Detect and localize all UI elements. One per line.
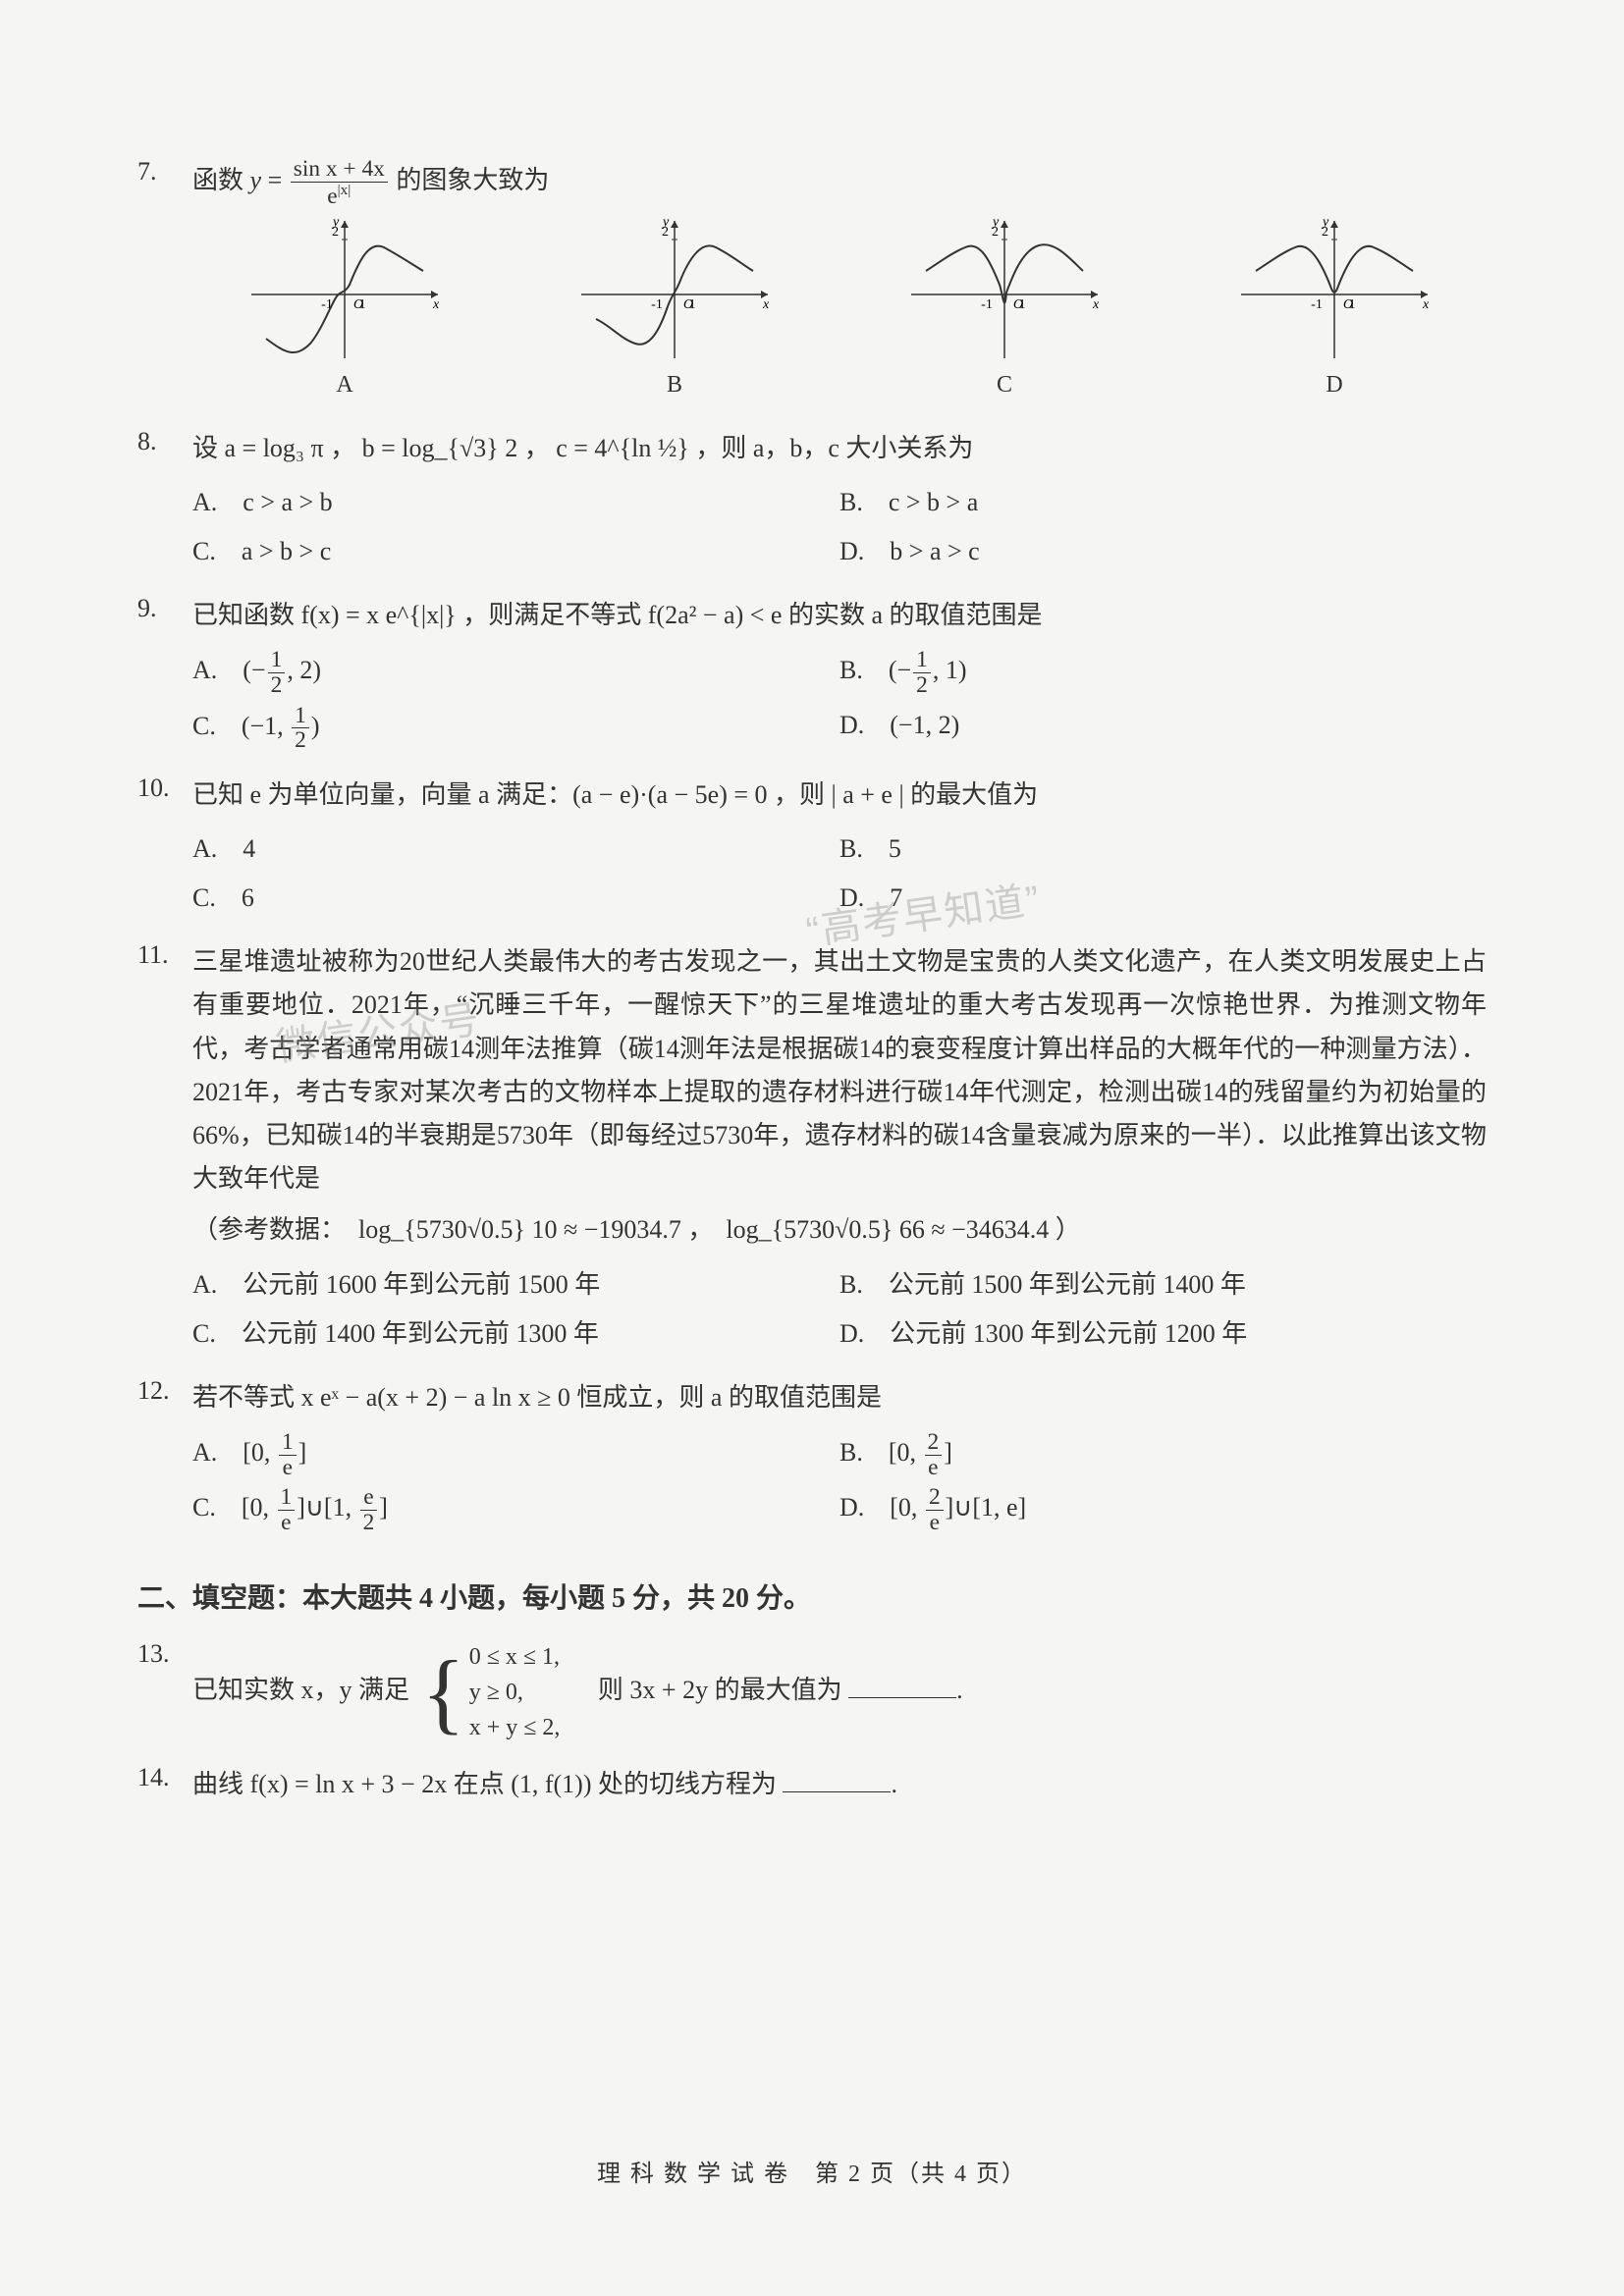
q13-system: { 0 ≤ x ≤ 1, y ≥ 0, x + y ≤ 2, (422, 1639, 561, 1745)
q14-stem: 曲线 f(x) = ln x + 3 − 2x 在点 (1, f(1)) 处的切… (192, 1770, 777, 1798)
q7-graph-D: 2 -1 1 O x y D (1182, 216, 1487, 405)
question-14: 14. 曲线 f(x) = ln x + 3 − 2x 在点 (1, f(1))… (137, 1763, 1487, 1806)
question-8: 8. 设 a = log₃ π ， b = log_{√3} 2 ， c = 4… (137, 427, 1487, 577)
q11-opt-C: C. 公元前 1400 年到公元前 1300 年 (192, 1309, 839, 1359)
svg-text:y: y (331, 216, 340, 230)
q11-opt-A: A. 公元前 1600 年到公元前 1500 年 (192, 1260, 839, 1309)
q9-number: 9. (137, 594, 192, 623)
q11-number: 11. (137, 940, 192, 970)
q7-stem: 函数 y = sin x + 4x e|x| 的图象大致为 (192, 157, 1487, 208)
svg-text:x: x (432, 297, 440, 312)
q7-graph-C: 2 -1 1 O x y C (852, 216, 1157, 405)
q13-body: 已知实数 x，y 满足 { 0 ≤ x ≤ 1, y ≥ 0, x + y ≤ … (192, 1639, 1487, 1745)
q12-opt-B: B. [0, 2e] (839, 1427, 1487, 1482)
q9-opt-D: D. (−1, 2) (839, 701, 1487, 756)
q13-line3: x + y ≤ 2, (469, 1710, 561, 1745)
q12-stem: 若不等式 x eˣ − a(x + 2) − a ln x ≥ 0 恒成立，则 … (192, 1376, 1487, 1419)
q10-opt-D: D. 7 (839, 874, 1487, 923)
q9-opt-C: C. (−1, 12) (192, 701, 839, 756)
q7-label-B: B (522, 365, 827, 405)
q8-number: 8. (137, 427, 192, 456)
q9-opt-B: B. (−12, 1) (839, 645, 1487, 700)
q10-opt-A: A. 4 (192, 825, 839, 874)
svg-text:x: x (762, 297, 770, 312)
q7-stem-suffix: 的图象大致为 (396, 166, 549, 194)
svg-text:x: x (1092, 297, 1100, 312)
q11-ref: （参考数据： log_{5730√0.5} 10 ≈ −19034.7 ， lo… (192, 1208, 1487, 1252)
svg-text:y: y (991, 216, 1000, 230)
svg-text:-1: -1 (981, 297, 993, 312)
svg-text:O: O (683, 297, 693, 312)
question-9: 9. 已知函数 f(x) = x e^{|x|} ，则满足不等式 f(2a² −… (137, 594, 1487, 755)
q12-opt-C: C. [0, 1e]∪[1, e2] (192, 1482, 839, 1537)
q11-opt-D: D. 公元前 1300 年到公元前 1200 年 (839, 1309, 1487, 1359)
q12-opt-D: D. [0, 2e]∪[1, e] (839, 1482, 1487, 1537)
question-10: 10. 已知 e 为单位向量，向量 a 满足：(a − e)·(a − 5e) … (137, 774, 1487, 924)
svg-text:y: y (1321, 216, 1329, 230)
q9-options: A. (−12, 2) B. (−12, 1) C. (−1, 12) D. (… (192, 645, 1487, 755)
q13-pre: 已知实数 x，y 满足 (192, 1676, 416, 1704)
q10-opt-C: C. 6 (192, 874, 839, 923)
question-7: 7. 函数 y = sin x + 4x e|x| 的图象大致为 2 -1 (137, 157, 1487, 409)
q8-opt-D: D. b > a > c (839, 527, 1487, 576)
q7-number: 7. (137, 157, 192, 187)
q7-graph-row: 2 -1 1 O x y A 2 (192, 216, 1487, 405)
q8-opt-B: B. c > b > a (839, 478, 1487, 527)
q13-number: 13. (137, 1639, 192, 1669)
q14-blank (783, 1765, 891, 1793)
q10-stem: 已知 e 为单位向量，向量 a 满足：(a − e)·(a − 5e) = 0 … (192, 774, 1487, 817)
question-11: 11. 三星堆遗址被称为20世纪人类最伟大的考古发现之一，其出土文物是宝贵的人类… (137, 940, 1487, 1359)
q7-fraction: sin x + 4x e|x| (291, 157, 388, 208)
q7-stem-prefix: 函数 (192, 166, 250, 194)
svg-text:O: O (1013, 297, 1023, 312)
svg-text:x: x (1422, 297, 1430, 312)
q14-number: 14. (137, 1763, 192, 1792)
q13-line1: 0 ≤ x ≤ 1, (469, 1639, 561, 1675)
svg-text:O: O (1343, 297, 1353, 312)
q12-opt-A: A. [0, 1e] (192, 1427, 839, 1482)
svg-text:-1: -1 (651, 297, 663, 312)
q8-body: 设 a = log₃ π ， b = log_{√3} 2 ， c = 4^{l… (192, 427, 1487, 577)
q8-stem: 设 a = log₃ π ， b = log_{√3} 2 ， c = 4^{l… (192, 427, 1487, 470)
q7-body: 函数 y = sin x + 4x e|x| 的图象大致为 2 -1 1 (192, 157, 1487, 409)
q13-line2: y ≥ 0, (469, 1675, 561, 1710)
q7-label-A: A (192, 365, 497, 405)
q10-options: A. 4 B. 5 C. 6 D. 7 (192, 825, 1487, 923)
q13-post: 则 3x + 2y 的最大值为 (572, 1676, 842, 1704)
q8-opt-C: C. a > b > c (192, 527, 839, 576)
q12-number: 12. (137, 1376, 192, 1406)
brace-icon: { (422, 1652, 465, 1734)
q8-opt-A: A. c > a > b (192, 478, 839, 527)
q8-options: A. c > a > b B. c > b > a C. a > b > c D… (192, 478, 1487, 576)
q7-label-C: C (852, 365, 1157, 405)
q11-options: A. 公元前 1600 年到公元前 1500 年 B. 公元前 1500 年到公… (192, 1260, 1487, 1359)
svg-text:O: O (353, 297, 363, 312)
question-12: 12. 若不等式 x eˣ − a(x + 2) − a ln x ≥ 0 恒成… (137, 1376, 1487, 1537)
question-13: 13. 已知实数 x，y 满足 { 0 ≤ x ≤ 1, y ≥ 0, x + … (137, 1639, 1487, 1745)
q12-body: 若不等式 x eˣ − a(x + 2) − a ln x ≥ 0 恒成立，则 … (192, 1376, 1487, 1537)
q9-stem: 已知函数 f(x) = x e^{|x|} ，则满足不等式 f(2a² − a)… (192, 594, 1487, 637)
q10-opt-B: B. 5 (839, 825, 1487, 874)
q10-body: 已知 e 为单位向量，向量 a 满足：(a − e)·(a − 5e) = 0 … (192, 774, 1487, 924)
q11-stem: 三星堆遗址被称为20世纪人类最伟大的考古发现之一，其出土文物是宝贵的人类文化遗产… (192, 940, 1487, 1201)
q14-body: 曲线 f(x) = ln x + 3 − 2x 在点 (1, f(1)) 处的切… (192, 1763, 1487, 1806)
q9-body: 已知函数 f(x) = x e^{|x|} ，则满足不等式 f(2a² − a)… (192, 594, 1487, 755)
q11-body: 三星堆遗址被称为20世纪人类最伟大的考古发现之一，其出土文物是宝贵的人类文化遗产… (192, 940, 1487, 1359)
page-footer: 理 科 数 学 试 卷 第 2 页（共 4 页） (0, 2154, 1624, 2188)
q13-blank (848, 1671, 956, 1699)
q7-graph-A: 2 -1 1 O x y A (192, 216, 497, 405)
q12-options: A. [0, 1e] B. [0, 2e] C. [0, 1e]∪[1, e2]… (192, 1427, 1487, 1537)
q7-label-D: D (1182, 365, 1487, 405)
svg-text:y: y (661, 216, 670, 230)
q11-opt-B: B. 公元前 1500 年到公元前 1400 年 (839, 1260, 1487, 1309)
section-2-header: 二、填空题：本大题共 4 小题，每小题 5 分，共 20 分。 (137, 1576, 1487, 1616)
svg-text:-1: -1 (1311, 297, 1323, 312)
q7-graph-B: 2 -1 1 O x y B (522, 216, 827, 405)
q10-number: 10. (137, 774, 192, 803)
q9-opt-A: A. (−12, 2) (192, 645, 839, 700)
